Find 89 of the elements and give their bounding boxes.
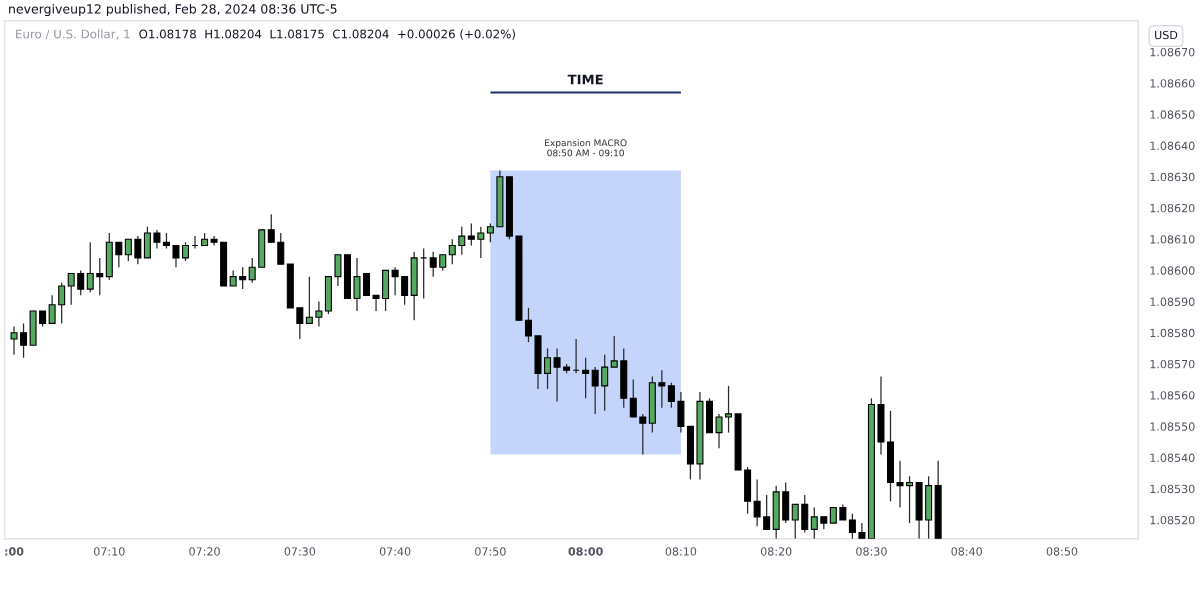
candlestick [763, 494, 771, 530]
x-tick-label: 07:10 [94, 547, 125, 556]
candlestick [153, 229, 161, 250]
candlestick [810, 506, 818, 539]
y-tick-label: 1.08670 [1150, 47, 1195, 57]
candlestick [667, 382, 675, 409]
candlestick [77, 269, 85, 296]
y-tick-label: 1.08580 [1150, 328, 1195, 338]
candlestick [401, 276, 409, 306]
candlestick [601, 354, 609, 412]
candlestick [524, 307, 532, 343]
x-tick-label: 07:30 [284, 547, 316, 556]
candlestick [582, 357, 590, 399]
candlestick [172, 244, 180, 268]
candlestick [115, 241, 123, 268]
y-tick-label: 1.08560 [1150, 391, 1195, 400]
candlestick [639, 413, 647, 456]
candlestick [48, 294, 56, 325]
candlestick [658, 369, 666, 409]
candlestick [296, 307, 304, 340]
candlestick [715, 413, 723, 449]
candlestick [391, 266, 399, 296]
x-tick-label: 07:20 [189, 547, 220, 556]
candlestick [353, 257, 361, 312]
y-tick-label: 1.08630 [1150, 172, 1195, 182]
y-tick-label: 1.08600 [1150, 266, 1195, 275]
candlestick [239, 266, 247, 290]
y-tick-label: 1.08540 [1150, 453, 1195, 462]
candlestick [629, 378, 637, 418]
y-tick-label: 1.08610 [1150, 235, 1195, 244]
x-tick-label: 08:40 [951, 547, 982, 556]
candlestick [277, 232, 285, 265]
candlestick [10, 325, 18, 356]
candlestick [458, 226, 466, 256]
candlestick [544, 347, 552, 390]
candlestick [896, 460, 904, 509]
candlestick [267, 213, 275, 243]
text: nevergiveup12 published, Feb 28, 2024 08:36 UTC-5 [9, 3, 337, 17]
band-label: Expansion MACRO 08:50 AM - 09:10 [545, 139, 627, 157]
y-tick-label: 1.08520 [1150, 515, 1195, 525]
candlestick [96, 257, 104, 296]
candlestick [753, 478, 761, 527]
x-tick-label: 07:40 [379, 547, 411, 556]
y-axis-title: USD [1155, 30, 1178, 40]
y-tick-label: 1.08650 [1150, 110, 1195, 119]
candlestick [553, 347, 561, 403]
x-tick-label: 08:30 [856, 547, 887, 556]
candlestick [429, 251, 437, 278]
candlestick [486, 222, 494, 243]
candlestick [610, 335, 618, 368]
candlestick [591, 366, 599, 415]
text: Euro / U.S. Dollar, 1 [16, 29, 130, 40]
candlestick [372, 294, 380, 312]
y-tick-label: 1.08620 [1150, 203, 1195, 213]
x-tick-label: 08:00 [568, 547, 603, 556]
candlestick [86, 241, 94, 293]
x-tick-label: :00 [5, 547, 24, 556]
candlestick [182, 241, 190, 262]
candlestick [363, 272, 371, 296]
candlestick [58, 282, 66, 325]
y-tick-label: 1.08640 [1150, 141, 1195, 150]
candlestick [334, 254, 342, 287]
y-tick-label: 1.08590 [1150, 297, 1195, 306]
candlestick [725, 385, 733, 434]
x-tick-label: 07:50 [475, 547, 506, 556]
series-label: TIME [567, 74, 603, 85]
x-tick-label: 08:10 [665, 547, 697, 556]
candlestick [791, 503, 799, 539]
candlestick [448, 238, 456, 265]
candlestick [467, 222, 475, 247]
candlestick [315, 300, 323, 328]
candlestick [858, 522, 866, 539]
x-tick-label: 08:20 [760, 547, 792, 556]
y-tick-label: 1.08660 [1150, 79, 1195, 88]
candlestick [477, 226, 485, 259]
candlestick [305, 276, 313, 325]
candlestick [124, 238, 132, 262]
candlestick [67, 272, 75, 306]
candlestick [134, 235, 142, 265]
candlestick [420, 247, 428, 300]
y-tick-label: 1.08530 [1150, 484, 1195, 494]
candlestick [20, 322, 28, 359]
candlestick [906, 475, 914, 524]
y-tick-label: 1.08550 [1150, 422, 1195, 431]
candlestick [848, 513, 856, 539]
candlestick [248, 257, 256, 284]
annotation: O1.08178 H1.08204 L1.08175 C1.08204 +0.00026 (+0.02%) [139, 29, 515, 40]
x-tick-label: 08:50 [1046, 547, 1078, 556]
y-tick-label: 1.08570 [1150, 359, 1195, 369]
